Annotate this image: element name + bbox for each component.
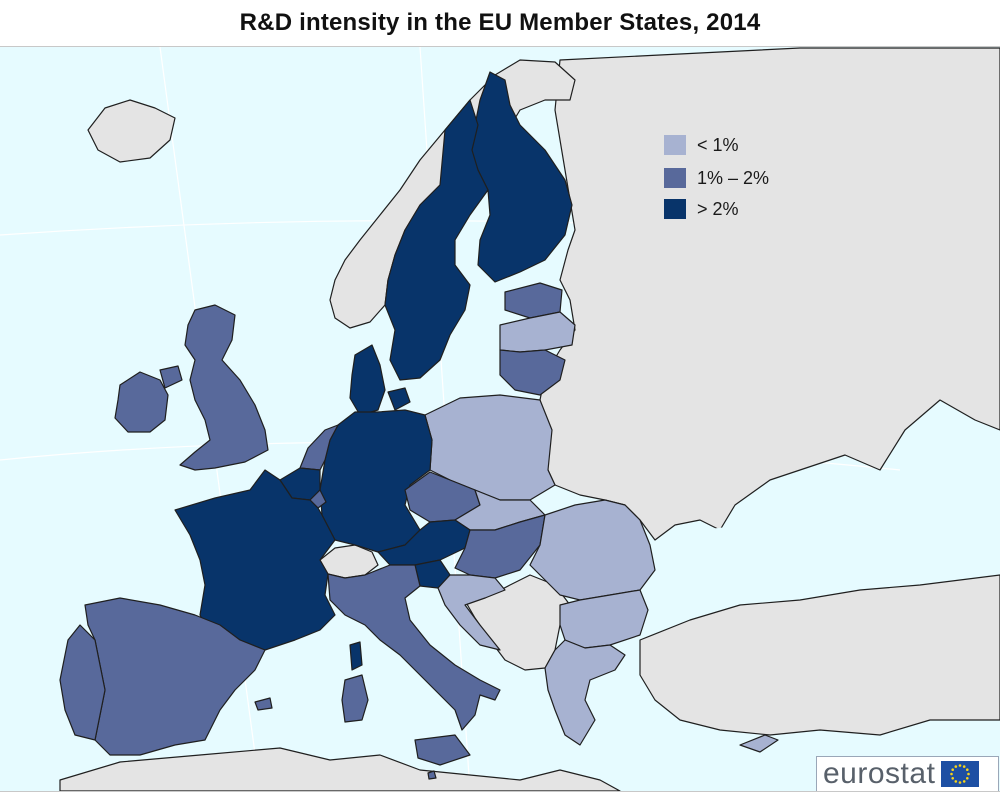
region-poland bbox=[424, 394, 556, 501]
title-bar: R&D intensity in the EU Member States, 2… bbox=[0, 0, 1000, 47]
legend-swatch-mid bbox=[664, 168, 686, 188]
region-france bbox=[174, 469, 336, 651]
region-germany bbox=[319, 409, 433, 553]
region-lithuania bbox=[499, 349, 566, 396]
legend-label-high: > 2% bbox=[697, 198, 739, 219]
non-eu-land bbox=[59, 47, 1000, 791]
region-ireland bbox=[114, 371, 169, 433]
legend-label-low: < 1% bbox=[697, 134, 739, 155]
region-bulgaria bbox=[559, 589, 649, 649]
region-sweden bbox=[384, 99, 489, 381]
region-united-kingdom bbox=[159, 304, 269, 471]
norway-land bbox=[329, 59, 576, 329]
legend-item-mid: 1% – 2% bbox=[664, 167, 769, 189]
turkey-land bbox=[639, 574, 1000, 736]
legend-label-mid: 1% – 2% bbox=[697, 167, 770, 188]
eurostat-logo: eurostat bbox=[816, 756, 999, 791]
map-title: R&D intensity in the EU Member States, 2… bbox=[239, 9, 761, 36]
north-africa-land bbox=[59, 747, 621, 791]
region-denmark bbox=[349, 344, 411, 416]
region-cyprus bbox=[739, 734, 779, 753]
region-corsica bbox=[349, 641, 363, 671]
legend-item-low: < 1% bbox=[664, 134, 739, 156]
region-greece bbox=[544, 639, 626, 746]
region-malta bbox=[427, 770, 437, 780]
iceland-land bbox=[87, 99, 176, 163]
legend-swatch-low bbox=[664, 135, 686, 155]
eu-member-states bbox=[59, 71, 779, 780]
logo-text: eurostat bbox=[823, 757, 936, 790]
legend-item-high: > 2% bbox=[664, 198, 739, 220]
region-portugal bbox=[59, 624, 106, 741]
region-croatia bbox=[437, 574, 506, 651]
bottom-strip bbox=[0, 791, 1000, 802]
eu-flag-icon bbox=[941, 761, 980, 787]
black-sea bbox=[655, 525, 845, 588]
region-italy bbox=[327, 564, 501, 766]
map-area: < 1% 1% – 2% > 2% eurostat bbox=[0, 47, 1000, 791]
europe-map bbox=[0, 47, 1000, 791]
legend-swatch-high bbox=[664, 199, 686, 219]
